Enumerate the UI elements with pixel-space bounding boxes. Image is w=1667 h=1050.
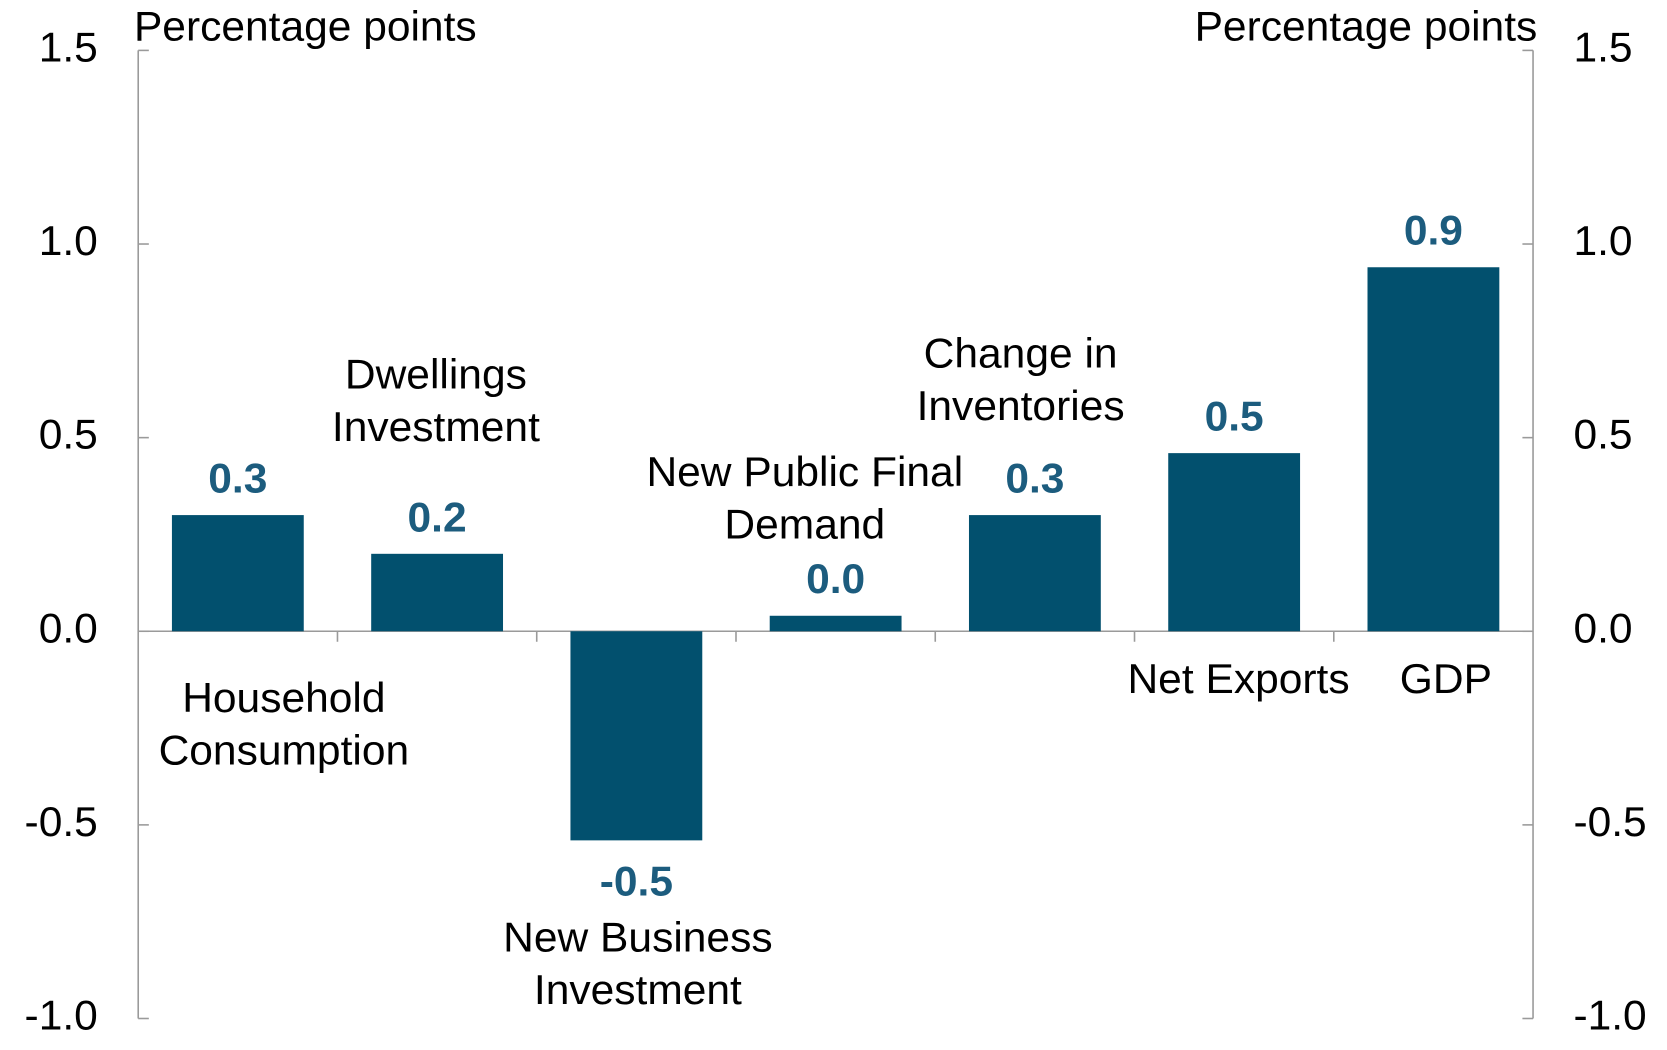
y-tick-label: -1.0: [25, 992, 98, 1039]
bar: [1367, 267, 1500, 632]
bar: [1168, 453, 1301, 632]
bar: [371, 553, 504, 632]
category-label: Change in Inventories: [916, 330, 1125, 430]
y2-tick-label: -0.5: [1573, 798, 1646, 845]
y-tick-label: 1.5: [39, 24, 98, 71]
category-label-box: Change in Inventories: [916, 330, 1125, 430]
y2-axis-title: Percentage points: [1195, 3, 1538, 50]
bar: [570, 631, 703, 841]
y2-tick-label: -1.0: [1573, 992, 1646, 1039]
category-label-box: New Public Final Demand: [646, 449, 964, 549]
category-label-box: New Business Investment: [503, 914, 773, 1014]
category-label-box: Household Consumption: [158, 675, 410, 774]
value-label: 0.5: [1205, 393, 1264, 440]
bar: [769, 615, 902, 632]
bar: [968, 515, 1101, 632]
category-label: Dwellings Investment: [331, 351, 540, 451]
category-label: New Public Final Demand: [646, 449, 964, 549]
value-label: -0.5: [600, 858, 673, 905]
y2-tick-label: 0.0: [1573, 605, 1632, 652]
y2-tick-label: 0.5: [1573, 411, 1632, 458]
value-label: 0.2: [408, 494, 467, 541]
y-tick-label: 0.0: [39, 605, 98, 652]
value-label: 0.9: [1404, 207, 1463, 254]
y2-tick-label: 1.0: [1573, 217, 1632, 264]
y-axis-title: Percentage points: [134, 3, 477, 50]
category-label: GDP: [1399, 656, 1492, 703]
category-label: New Business Investment: [503, 914, 773, 1014]
y2-tick-label: 1.5: [1573, 24, 1632, 71]
category-label-box: Net Exports: [1127, 656, 1350, 703]
y-tick-label: -0.5: [25, 798, 98, 845]
bar: [171, 515, 304, 632]
value-label: 0.3: [208, 455, 267, 502]
category-label: Household Consumption: [158, 675, 410, 774]
category-label: Net Exports: [1127, 656, 1350, 703]
value-label: 0.0: [806, 555, 865, 602]
category-label-box: Dwellings Investment: [331, 351, 540, 451]
y-tick-label: 0.5: [39, 411, 98, 458]
value-label: 0.3: [1005, 455, 1064, 502]
y-tick-label: 1.0: [39, 217, 98, 264]
category-label-box: GDP: [1399, 656, 1492, 703]
